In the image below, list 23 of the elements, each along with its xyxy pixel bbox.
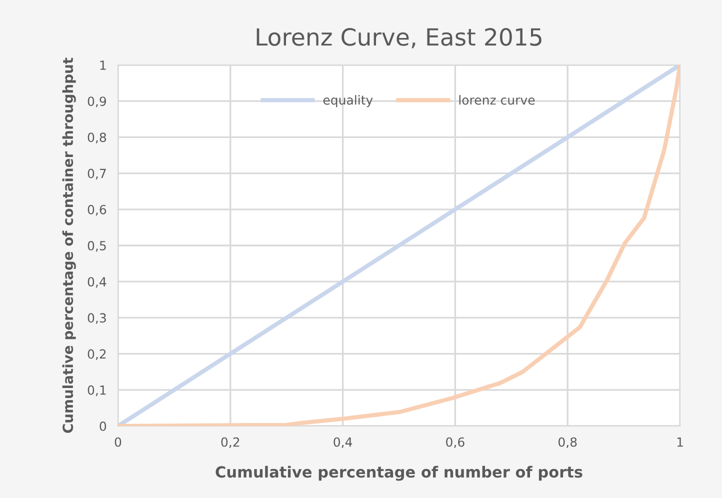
- y-axis-title: Cumulative percentage of container throughput: [62, 58, 76, 433]
- chart-title: Lorenz Curve, East 2015: [256, 28, 542, 48]
- y-tick-label: 0,4: [88, 277, 106, 288]
- y-tick-label: 0,3: [88, 313, 106, 324]
- x-tick-label: 0,6: [446, 437, 464, 448]
- legend-label: equality: [323, 95, 373, 108]
- x-axis-title: Cumulative percentage of number of ports: [216, 466, 582, 481]
- y-tick-label: 0,8: [88, 132, 106, 144]
- y-tick-label: 0: [100, 421, 106, 431]
- y-tick-label: 0,9: [88, 96, 106, 108]
- x-tick-label: 0: [114, 437, 122, 447]
- x-tick-label: 0,8: [558, 437, 577, 448]
- legend-label: lorenz curve: [459, 95, 535, 105]
- y-tick-label: 0,2: [88, 349, 106, 360]
- x-tick-label: 0,2: [221, 437, 240, 448]
- y-tick-label: 0,6: [88, 204, 106, 216]
- x-tick-label: 0,4: [334, 437, 352, 448]
- y-tick-label: 0,7: [88, 168, 106, 180]
- y-tick-label: 0,5: [88, 240, 106, 252]
- line-series: [118, 65, 680, 426]
- x-tick-label: 1: [677, 437, 683, 447]
- y-tick-label: 0,1: [88, 385, 106, 396]
- y-tick-label: 1: [100, 60, 106, 70]
